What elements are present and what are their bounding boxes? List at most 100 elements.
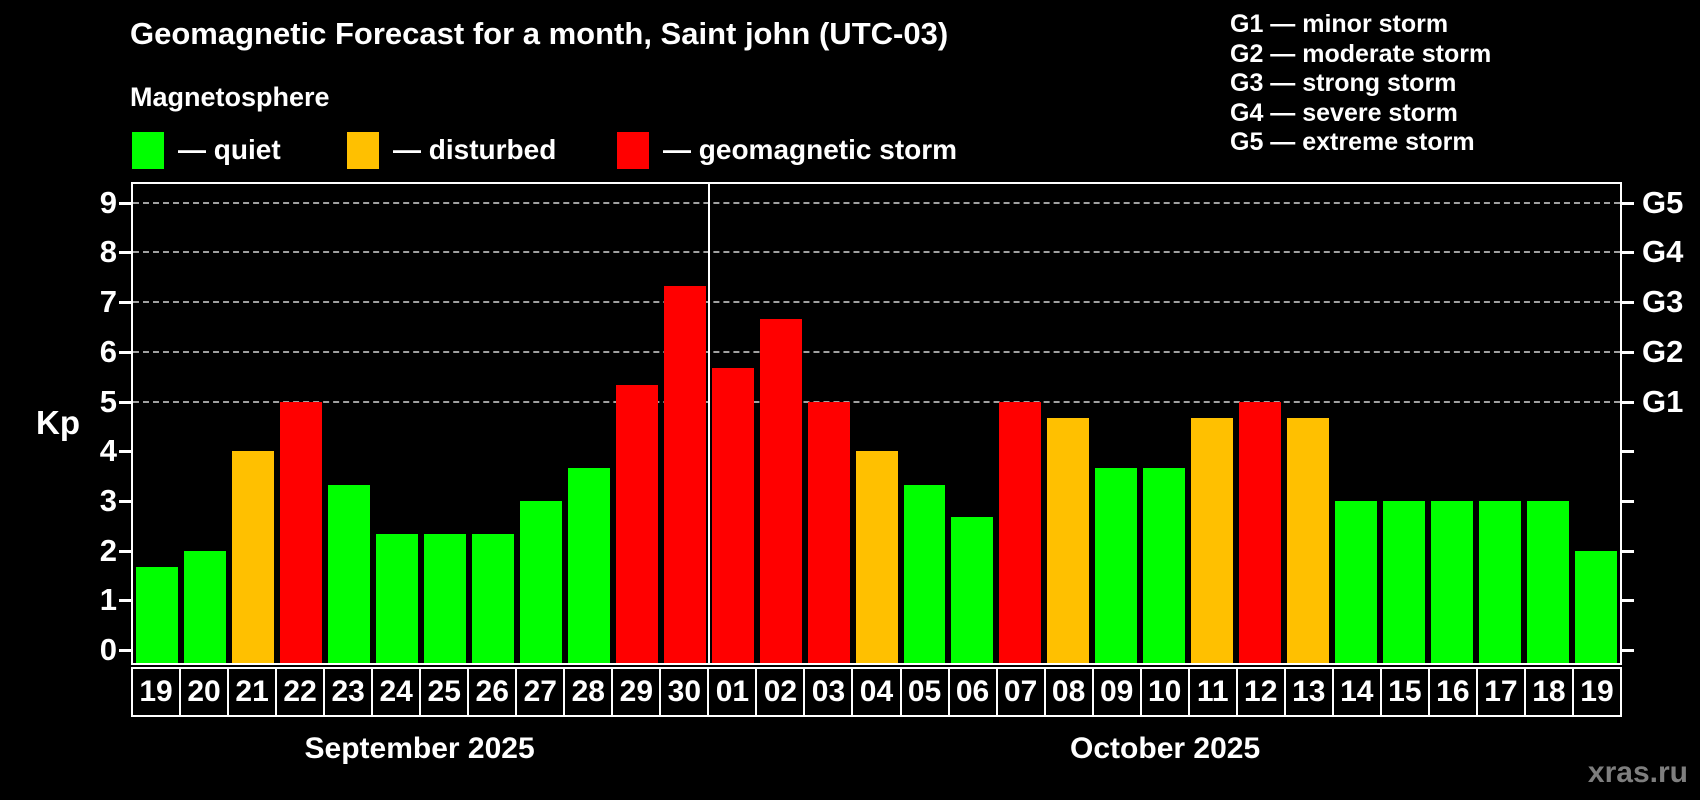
day-label-12: 12 [1235,667,1286,717]
day-slot-16 [1428,184,1476,663]
legend-label-quiet: — quiet [178,134,281,165]
day-slot-25 [421,184,469,663]
y-tick-label-1: 1 [99,582,117,618]
day-slot-05 [901,184,949,663]
y-tick-left-1 [119,599,131,603]
day-slot-10 [1140,184,1188,663]
day-label-17: 17 [1475,667,1526,717]
day-slot-19 [133,184,181,663]
y-tick-right-8 [1622,251,1634,255]
y-tick-left-5 [119,400,131,404]
day-label-10: 10 [1139,667,1190,717]
day-label-08: 08 [1043,667,1094,717]
y-tick-right-0 [1622,649,1634,652]
day-label-23: 23 [323,667,374,717]
day-label-21: 21 [227,667,278,717]
y-axis-label: Kp [36,404,80,441]
day-label-06: 06 [947,667,998,717]
y-tick-left-9 [119,201,131,205]
day-slot-27 [517,184,565,663]
y-tick-left-3 [119,499,131,503]
g-level-label-G5: G5 [1642,184,1684,220]
day-slot-21 [229,184,277,663]
bar-day-02 [759,318,802,663]
storm-scale-line-5: G5 — extreme storm [1230,128,1475,156]
day-slot-28 [565,184,613,663]
bar-day-13 [1287,417,1330,663]
day-slot-19 [1572,184,1620,663]
bar-day-12 [1239,401,1282,663]
day-label-22: 22 [275,667,326,717]
day-label-15: 15 [1379,667,1430,717]
bar-day-07 [999,401,1042,663]
bar-day-28 [567,467,610,663]
y-tick-label-8: 8 [99,234,117,270]
day-label-09: 09 [1091,667,1142,717]
bar-day-03 [807,401,850,663]
bar-day-09 [1095,467,1138,663]
y-tick-left-6 [119,350,131,354]
y-tick-left-8 [119,251,131,255]
day-slot-26 [469,184,517,663]
bar-day-04 [855,451,898,663]
day-slot-06 [948,184,996,663]
bar-day-18 [1527,500,1570,663]
day-slot-29 [613,184,661,663]
legend-swatch-disturbed-icon [347,131,379,169]
page-title: Geomagnetic Forecast for a month, Saint … [130,16,949,51]
bar-day-29 [615,385,658,663]
bar-day-06 [951,517,994,663]
y-tick-label-9: 9 [99,184,117,220]
bar-day-27 [519,500,562,663]
legend-swatch-quiet-icon [132,131,164,169]
bar-day-19 [1575,550,1618,663]
day-label-19: 19 [1571,667,1622,717]
storm-scale-line-4: G4 — severe storm [1230,98,1458,127]
y-tick-left-2 [119,549,131,553]
day-slot-18 [1524,184,1572,663]
day-slot-07 [996,184,1044,663]
month-axis: September 2025 October 2025 [131,726,1622,772]
storm-scale-legend: G1 — minor storm G2 — moderate storm G3 — … [1230,10,1491,158]
day-slot-14 [1332,184,1380,663]
legend-label-disturbed: — disturbed [393,134,557,165]
magnetosphere-legend-title: Magnetosphere [130,82,330,112]
day-slot-15 [1380,184,1428,663]
day-slot-20 [181,184,229,663]
day-label-30: 30 [659,667,710,717]
y-tick-label-2: 2 [99,532,117,568]
bar-day-15 [1383,500,1426,663]
bar-day-01 [711,368,754,663]
day-label-27: 27 [515,667,566,717]
gridline-kp5 [133,400,1620,403]
day-label-13: 13 [1283,667,1334,717]
bar-day-11 [1191,417,1234,663]
month-label-1: September 2025 [304,732,535,765]
watermark: xras.ru [1587,756,1688,789]
day-slot-02 [757,184,805,663]
bar-day-21 [231,451,274,663]
bar-day-24 [375,534,418,663]
day-slot-09 [1092,184,1140,663]
bar-day-08 [1047,417,1090,663]
gridline-kp6 [133,350,1620,353]
bar-day-16 [1431,500,1474,663]
y-tick-left-7 [119,301,131,305]
gridline-kp7 [133,301,1620,304]
bar-day-19 [136,567,178,663]
month-label-2: October 2025 [1070,732,1261,765]
day-label-26: 26 [467,667,518,717]
y-tick-right-9 [1622,201,1634,205]
legend-item-storm: — geomagnetic storm [617,130,957,170]
y-tick-label-6: 6 [99,333,117,369]
bar-day-30 [663,285,706,663]
storm-scale-line-3: G3 — strong storm [1230,69,1457,97]
bar-day-25 [423,534,466,663]
day-slot-03 [805,184,853,663]
day-slot-13 [1284,184,1332,663]
bar-day-20 [183,550,226,663]
day-slot-30 [661,184,709,663]
day-slot-04 [853,184,901,663]
y-tick-label-7: 7 [99,284,117,320]
